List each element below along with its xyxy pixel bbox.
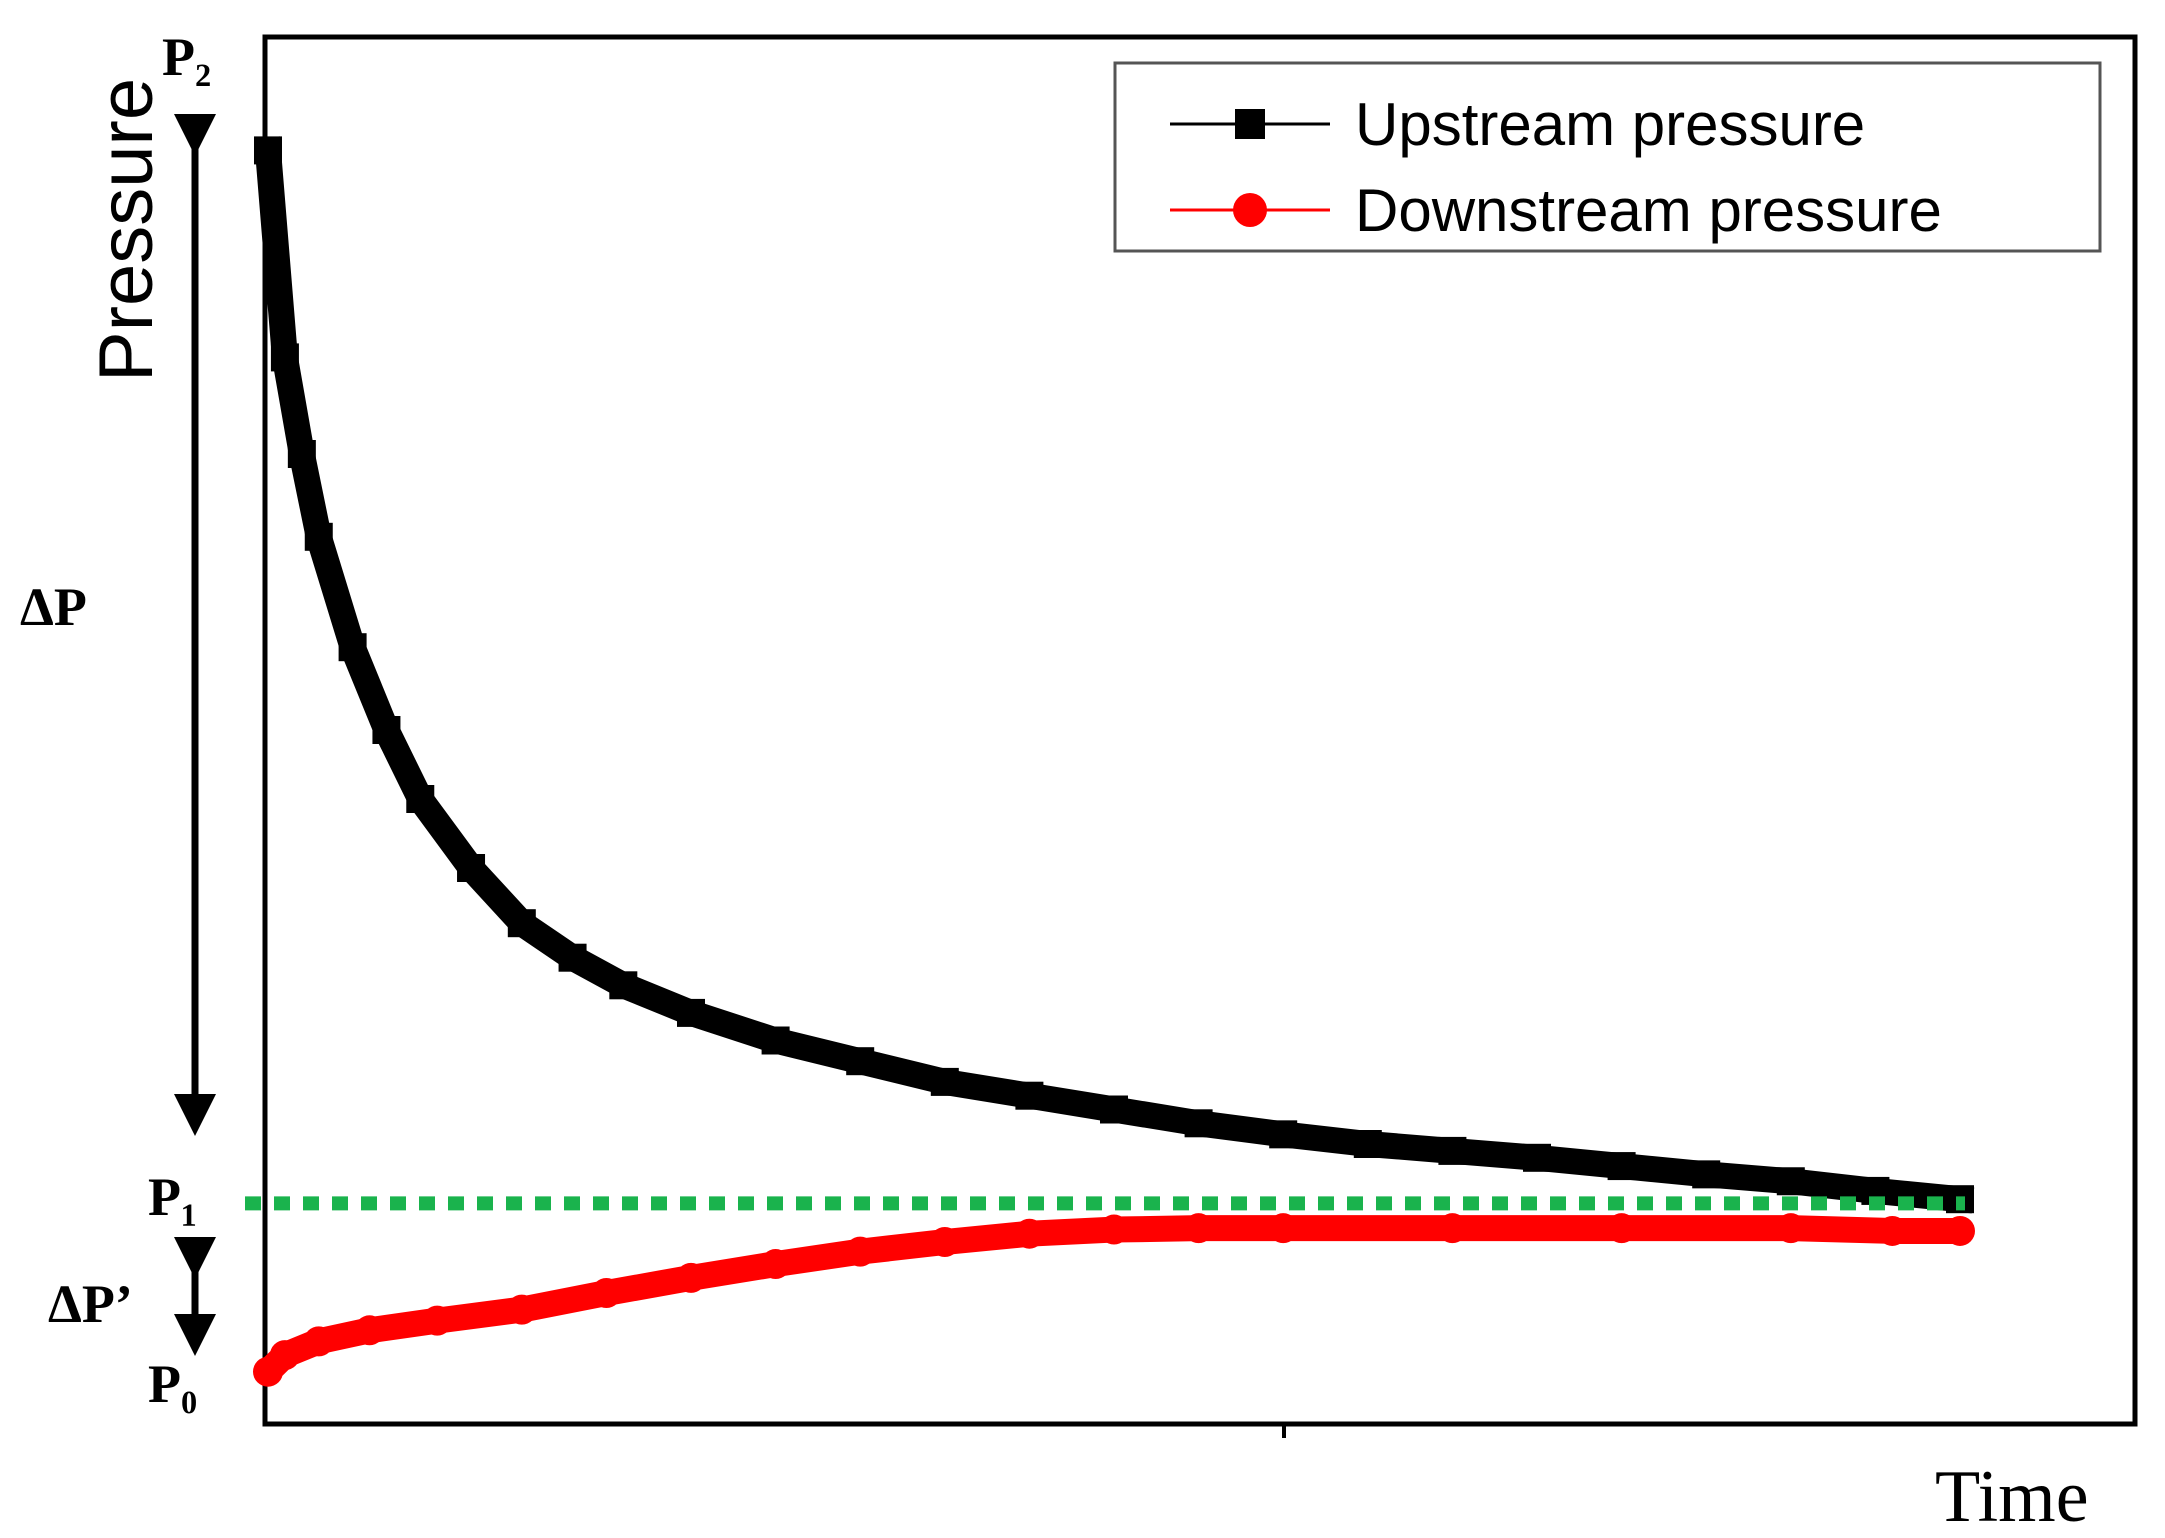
legend-item-upstream: Upstream pressure [1170, 91, 1865, 158]
delta-p-prime-label: ΔP’ [48, 1274, 133, 1334]
data-point [1692, 1160, 1721, 1189]
data-point [457, 854, 486, 882]
p2-label: P₂ [162, 27, 211, 87]
data-point [1607, 1152, 1636, 1181]
legend-box [1113, 61, 2102, 253]
data-point [760, 1249, 791, 1280]
data-point [1877, 1215, 1908, 1246]
legend-label-downstream: Downstream pressure [1355, 177, 1942, 244]
plot-area-frame [262, 34, 2138, 1427]
data-point [591, 1278, 622, 1309]
p0-label: P₀ [148, 1354, 197, 1414]
data-point [1606, 1213, 1637, 1244]
data-point [506, 1294, 537, 1325]
data-point [1015, 1081, 1044, 1110]
data-point [406, 785, 435, 813]
data-point [1775, 1213, 1806, 1244]
data-point [1100, 1095, 1128, 1124]
data-point [422, 1305, 453, 1336]
data-point [761, 1026, 790, 1055]
data-point [676, 1262, 706, 1293]
x-axis-label: Time [1935, 1456, 2089, 1538]
data-point [1014, 1218, 1045, 1249]
data-point [1099, 1214, 1129, 1245]
data-point [1523, 1143, 1551, 1172]
data-point [845, 1236, 876, 1267]
p1-label: P₁ [148, 1167, 197, 1227]
data-point [677, 998, 705, 1027]
data-point [338, 633, 367, 662]
data-point [303, 1326, 334, 1357]
series-downstream [253, 1213, 1975, 1387]
legend-item-downstream: Downstream pressure [1170, 177, 1942, 244]
data-point [354, 1315, 385, 1346]
data-point [1269, 1120, 1298, 1149]
data-point [304, 522, 333, 551]
data-point [287, 440, 316, 468]
data-point [558, 943, 587, 972]
data-point [1438, 1136, 1467, 1165]
data-point [372, 716, 401, 744]
data-point [846, 1047, 875, 1076]
y-axis-label: Pressure [84, 78, 169, 382]
legend-marker-circle [1233, 193, 1267, 227]
data-point [1268, 1213, 1299, 1244]
legend-label-upstream: Upstream pressure [1355, 91, 1865, 158]
data-point [254, 136, 282, 165]
legend: Upstream pressure Downstream pressure [1113, 61, 2102, 253]
data-point [270, 343, 299, 372]
delta-p-label: ΔP [20, 577, 87, 637]
data-point [1437, 1213, 1468, 1244]
data-point [1945, 1215, 1975, 1246]
data-point [609, 971, 638, 1000]
data-point [269, 1340, 300, 1371]
data-point [1184, 1109, 1213, 1138]
data-point [930, 1067, 959, 1096]
data-point [1183, 1213, 1214, 1244]
data-point [507, 909, 536, 938]
data-point [1353, 1130, 1382, 1158]
series-layer [253, 136, 1975, 1387]
legend-marker-square [1235, 109, 1265, 139]
series-line-0 [253, 136, 1975, 1214]
data-point [1776, 1167, 1805, 1196]
series-upstream [253, 136, 1975, 1214]
data-point [929, 1226, 960, 1257]
